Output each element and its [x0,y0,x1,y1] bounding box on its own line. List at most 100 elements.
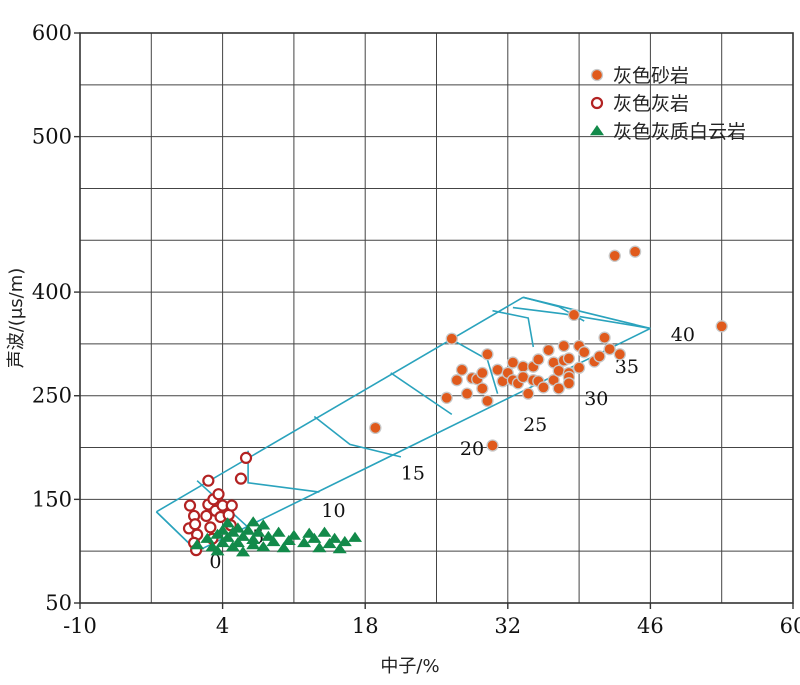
y-tick-label: 150 [32,487,72,511]
series-hollow-circle [182,451,253,557]
x-tick-label: 32 [494,614,521,638]
sandstone-point [557,339,570,353]
x-tick-label: 60 [780,614,800,638]
sandstone-point [537,381,550,394]
x-tick-label: -10 [63,614,97,638]
sandstone-point [593,350,606,363]
dolomite-point [256,519,271,530]
dolomite-point [215,536,230,548]
legend-label: 灰色灰质白云岩 [613,121,746,143]
sandstone-point [491,363,504,376]
dolomite-point [307,532,322,543]
x-tick-label: 4 [216,614,229,638]
sandstone-point [450,374,464,387]
sandstone-point [562,377,576,390]
dolomite-point [317,526,332,537]
sandstone-point [613,348,626,361]
limestone-point [212,488,225,501]
legend-item: 灰色灰岩 [590,93,689,115]
limestone-point [202,474,215,487]
sandstone-point [572,361,586,374]
dolomite-point [297,536,312,548]
limestone-point [188,518,202,531]
legend-label: 灰色砂岩 [613,65,689,87]
data-points [182,245,728,557]
series-filled-circle [369,245,728,452]
y-tick-label: 250 [32,384,72,408]
x-tick-label: 46 [637,614,664,638]
series-filled-triangle [190,516,362,557]
sandstone-point [715,320,728,333]
dolomite-point [256,541,271,552]
limestone-point [234,472,248,485]
sandstone-point [445,332,458,345]
sandstone-point [628,245,642,258]
dolomite-point [281,534,296,545]
dolomite-point [190,539,205,550]
sandstone-point [608,249,621,262]
sandstone-point [562,352,576,365]
dolomite-point [220,517,235,528]
contour-label: 15 [401,463,425,485]
dolomite-point [230,522,245,533]
sandstone-point [506,356,520,369]
limestone-point [200,509,213,523]
dolomite-point [215,524,230,535]
axes [74,32,794,609]
y-tick-label: 50 [45,591,72,615]
overlay-contour [390,372,453,416]
sandstone-point [455,363,469,376]
sandstone-point [369,421,382,435]
sandstone-point [481,394,494,408]
contour-label: 20 [460,438,484,460]
dolomite-point [332,543,347,554]
dolomite-point [590,125,604,136]
contour-label: 30 [584,388,608,410]
contour-label: 25 [523,414,547,436]
dolomite-point [200,532,215,543]
plot-frame [79,32,794,604]
x-tick-label: 18 [352,614,379,638]
dolomite-point [322,538,337,549]
dolomite-point [230,536,245,548]
sandstone-point [542,343,555,357]
sandstone-point [603,342,616,356]
limestone-point [239,451,253,465]
legend-label: 灰色灰岩 [613,93,689,115]
dolomite-point [246,516,261,527]
sandstone-point [532,353,545,366]
dolomite-point [210,545,225,556]
overlay-top-edge [155,296,524,513]
dolomite-point [246,539,261,550]
sandstone-point [552,382,565,395]
dolomite-point [241,524,256,535]
contour-label: 40 [671,324,695,346]
dolomite-point [327,532,342,543]
sandstone-point [522,387,535,400]
sandstone-point [516,360,530,373]
dolomite-point [271,526,286,537]
y-tick-label: 400 [32,280,72,304]
x-axis-title: 中子/% [380,656,439,677]
sandstone-point [476,382,489,395]
sandstone-point [590,68,604,82]
overlay-contour [247,450,320,493]
dolomite-point [337,535,352,547]
sandstone-point [481,348,494,361]
sandstone-point [460,387,474,400]
contour-label: 10 [321,500,345,522]
legend-item: 灰色砂岩 [590,65,689,87]
limestone-point [225,499,238,512]
overlay-contour [313,415,402,458]
limestone-point [590,96,604,110]
sandstone-point [552,364,565,378]
dolomite-point [276,542,291,553]
sandstone-point [598,331,611,344]
legend-item: 灰色灰质白云岩 [590,121,746,143]
dolomite-point [266,535,281,547]
overlay-contour [512,306,651,330]
